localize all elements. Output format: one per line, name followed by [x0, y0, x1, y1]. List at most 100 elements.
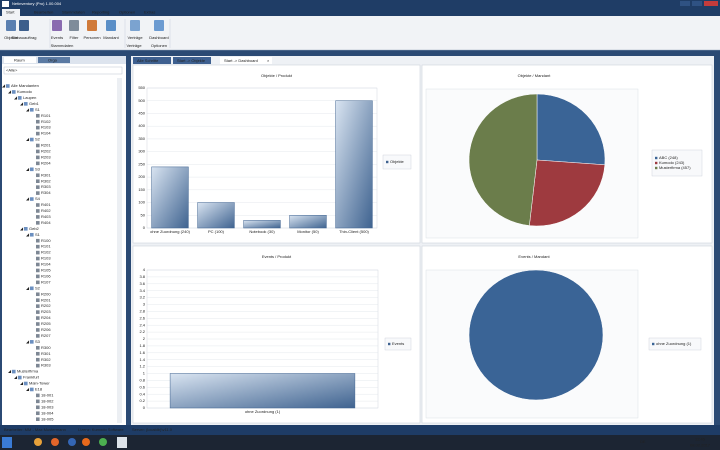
tree-item[interactable]: R200 [41, 291, 51, 296]
tree-item[interactable]: R103 [41, 256, 51, 261]
ribbon-button-icon[interactable] [87, 20, 97, 31]
tree-item[interactable]: R202 [41, 149, 51, 154]
filter-value[interactable]: <Alle> [6, 68, 18, 73]
tree-item[interactable]: Laupen [23, 95, 36, 100]
filter-combo[interactable] [3, 66, 123, 75]
tree-item[interactable]: S1 [35, 232, 41, 237]
tree-item[interactable]: R303 [41, 184, 51, 189]
taskbar-app[interactable] [117, 437, 127, 448]
tree-item[interactable]: 18-003 [41, 404, 54, 409]
ribbon-button-icon[interactable] [106, 20, 116, 31]
ribbon-tab[interactable]: Stammdaten [62, 10, 85, 15]
tree-item[interactable]: R106 [41, 273, 51, 278]
tree-item[interactable]: R404 [41, 220, 51, 225]
tree-item[interactable]: R103 [41, 125, 51, 130]
tree-item[interactable]: R203 [41, 154, 51, 159]
content-tab-label[interactable]: Alle Schritte [137, 58, 159, 63]
window-controls[interactable] [680, 1, 718, 6]
panel-tab[interactable] [38, 57, 70, 63]
ribbon-button[interactable]: Mandant [103, 35, 119, 40]
tree-item[interactable]: R102 [41, 250, 51, 255]
panel-tab[interactable] [4, 57, 36, 63]
tree-item[interactable]: R104 [41, 262, 51, 267]
tree-item[interactable]: R300 [41, 345, 51, 350]
tree-item[interactable]: E18 [35, 387, 43, 392]
tree-item[interactable]: S3 [35, 166, 41, 171]
panel-tab-label[interactable]: Orga [48, 57, 58, 62]
tree-item[interactable]: S3 [35, 339, 41, 344]
ribbon-tab[interactable]: Optionen [119, 10, 135, 15]
tree-item[interactable]: S2 [35, 285, 41, 290]
content-tab[interactable] [133, 57, 171, 64]
taskbar-language[interactable]: DE [640, 439, 646, 444]
tree-item[interactable]: R101 [41, 113, 51, 118]
tree-item[interactable]: R205 [41, 321, 51, 326]
tree-item[interactable]: Frankfurt [23, 375, 40, 380]
tree-item[interactable]: R206 [41, 327, 51, 332]
tree-item[interactable]: R301 [41, 351, 51, 356]
ribbon-tab[interactable]: Extras [144, 10, 155, 15]
tree-item[interactable]: R203 [41, 309, 51, 314]
tree-item[interactable]: R201 [41, 143, 51, 148]
ribbon-button[interactable]: Einbauauftrag [12, 35, 37, 40]
tree-item[interactable]: R402 [41, 208, 51, 213]
content-tab[interactable] [173, 57, 211, 64]
ribbon-button-icon[interactable] [52, 20, 62, 31]
tree-item[interactable]: R105 [41, 268, 51, 273]
panel-tab-label[interactable]: Raum [14, 57, 25, 62]
minimize[interactable] [680, 1, 690, 6]
taskbar-date[interactable]: 08.02.2017 [690, 443, 711, 448]
tree-item[interactable]: Geb1 [29, 101, 40, 106]
close[interactable] [704, 1, 718, 6]
taskbar-app[interactable] [82, 438, 90, 446]
tree-item[interactable]: R107 [41, 279, 51, 284]
tree-item[interactable]: Geb2 [29, 226, 40, 231]
ribbon-button-icon[interactable] [130, 20, 140, 31]
tree-item[interactable]: S4 [35, 196, 41, 201]
tree-item[interactable]: R202 [41, 303, 51, 308]
ribbon-button[interactable]: Filter [70, 35, 80, 40]
ribbon-tab[interactable]: Reporting [92, 10, 109, 15]
tree-item[interactable]: Alle Mandanten [11, 83, 39, 88]
ribbon-button[interactable]: Events [51, 35, 63, 40]
content-tab-label[interactable]: Start -> Dashboard [224, 58, 258, 63]
content-tab[interactable] [220, 57, 272, 64]
tree-item[interactable]: S1 [35, 107, 41, 112]
tree-item[interactable]: R204 [41, 315, 51, 320]
taskbar-time[interactable]: 11:45 [695, 437, 705, 442]
taskbar-app[interactable] [34, 438, 42, 446]
tree-item[interactable]: R401 [41, 202, 51, 207]
ribbon-button-icon[interactable] [6, 20, 16, 31]
ribbon-button-icon[interactable] [19, 20, 29, 31]
tree-item[interactable]: R201 [41, 297, 51, 302]
tree-item[interactable]: R301 [41, 172, 51, 177]
tree-item[interactable]: 18-005 [41, 416, 54, 421]
ribbon-button[interactable]: Dashboard [149, 35, 169, 40]
tree-item[interactable]: R101 [41, 244, 51, 249]
ribbon-button[interactable]: Personen [83, 35, 100, 40]
tree-item[interactable]: R304 [41, 190, 51, 195]
ribbon-tab[interactable]: Bearbeiten [34, 10, 53, 15]
tree-item[interactable]: 18-002 [41, 398, 54, 403]
tree-item[interactable]: R302 [41, 357, 51, 362]
tree-item[interactable]: R104 [41, 131, 51, 136]
tree-item[interactable]: R403 [41, 214, 51, 219]
taskbar-app[interactable] [68, 438, 76, 446]
tree-item[interactable]: Kumodo [17, 89, 33, 94]
tree-item[interactable]: 18-004 [41, 410, 54, 415]
tab-close[interactable]: × [267, 58, 270, 63]
tree-item[interactable]: R102 [41, 119, 51, 124]
tree-item[interactable]: R302 [41, 178, 51, 183]
tree-item[interactable]: Main-Tower [29, 381, 50, 386]
tree-item[interactable]: Musterfirma [17, 369, 39, 374]
tree-item[interactable]: R204 [41, 160, 51, 165]
ribbon-button[interactable]: Verträge [127, 35, 143, 40]
maximize[interactable] [692, 1, 702, 6]
tree-item[interactable]: R100 [41, 238, 51, 243]
start-button[interactable] [2, 437, 12, 448]
tree-item[interactable]: R303 [41, 363, 51, 368]
tree-item[interactable]: S2 [35, 137, 41, 142]
content-tab-label[interactable]: Start -> Objekte [177, 58, 206, 63]
tree-item[interactable]: 18-001 [41, 392, 54, 397]
taskbar-app[interactable] [99, 438, 107, 446]
